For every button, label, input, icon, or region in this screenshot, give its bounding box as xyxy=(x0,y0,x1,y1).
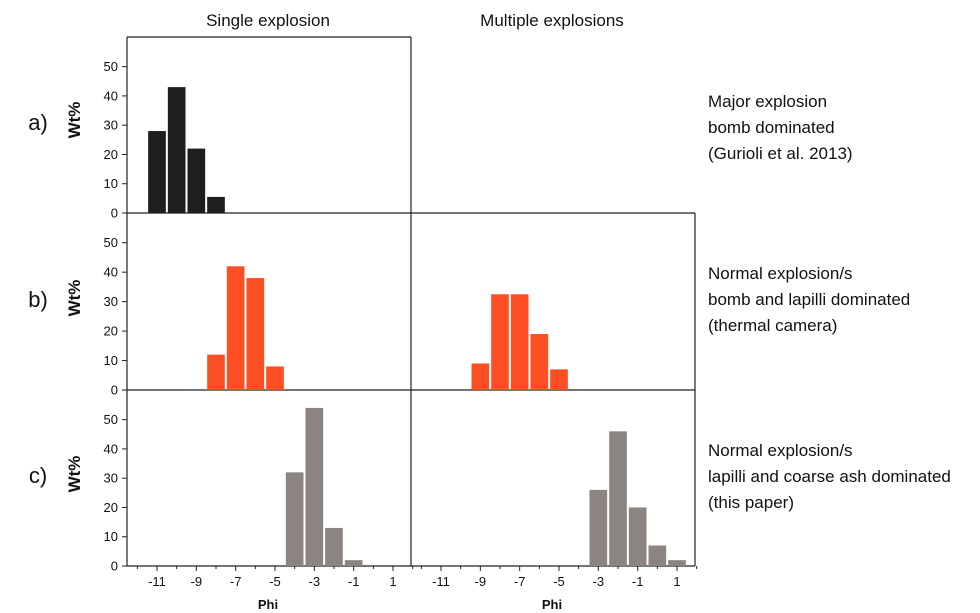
x-tick-label: -5 xyxy=(269,574,281,589)
y-tick-label: 20 xyxy=(104,147,118,162)
x-tick-label: -3 xyxy=(309,574,321,589)
panel-a-single: 0 10 20 30 40 50 xyxy=(104,59,225,221)
bar xyxy=(167,87,186,213)
y-tick-label: 50 xyxy=(104,235,118,250)
svg-text:bomb dominated: bomb dominated xyxy=(708,118,835,137)
x-tick-label: -11 xyxy=(432,574,450,589)
x-tick-label: -3 xyxy=(593,574,605,589)
y-tick-label: 0 xyxy=(111,383,118,398)
svg-text:Major explosion: Major explosion xyxy=(708,92,827,111)
y-tick-label: 40 xyxy=(104,265,118,280)
x-tick-label: 1 xyxy=(673,574,680,589)
panel-c-multiple: -11 -9 -7 -5 -3 -1 1 xyxy=(420,431,698,589)
y-tick-label: 0 xyxy=(111,206,118,221)
y-tick-label: 10 xyxy=(104,176,118,191)
svg-text:lapilli and coarse ash dominat: lapilli and coarse ash dominated xyxy=(708,467,951,486)
bar xyxy=(207,196,225,213)
bar xyxy=(530,334,549,390)
x-tick-label: -1 xyxy=(348,574,360,589)
y-tick-label: 30 xyxy=(104,118,118,133)
y-tick-label: 0 xyxy=(111,559,118,574)
bar xyxy=(589,489,608,566)
y-axis-label-a: Wt% xyxy=(65,102,84,139)
bar xyxy=(550,369,568,390)
y-tick-label: 20 xyxy=(104,500,118,515)
x-axis-label-single: Phi xyxy=(258,597,278,612)
x-tick-label: 1 xyxy=(389,574,396,589)
y-tick-label: 20 xyxy=(104,324,118,339)
bar xyxy=(491,294,509,390)
bar xyxy=(226,266,245,390)
bar xyxy=(648,545,667,566)
y-axis-label-b: Wt% xyxy=(65,280,84,317)
svg-text:bomb and lapilli dominated: bomb and lapilli dominated xyxy=(708,290,910,309)
bar xyxy=(285,472,304,566)
panel-b-single: 0 10 20 30 40 50 xyxy=(104,235,284,398)
bar xyxy=(510,294,529,390)
bar xyxy=(325,527,343,566)
bar xyxy=(609,431,627,566)
row-label-b: b) xyxy=(28,287,48,312)
x-axis-label-multiple: Phi xyxy=(542,597,562,612)
bar xyxy=(187,148,206,213)
x-tick-label: -5 xyxy=(553,574,565,589)
x-tick-label: -7 xyxy=(514,574,526,589)
y-tick-label: 50 xyxy=(104,59,118,74)
svg-text:Normal explosion/s: Normal explosion/s xyxy=(708,441,853,460)
svg-text:(this paper): (this paper) xyxy=(708,493,794,512)
bar xyxy=(471,363,490,390)
bar xyxy=(246,278,265,390)
y-tick-label: 10 xyxy=(104,529,118,544)
y-tick-label: 10 xyxy=(104,353,118,368)
x-tick-label: -9 xyxy=(191,574,203,589)
svg-text:(thermal camera): (thermal camera) xyxy=(708,316,837,335)
y-tick-label: 40 xyxy=(104,88,118,103)
bar xyxy=(344,560,363,566)
panel-b-multiple xyxy=(471,294,568,390)
bar xyxy=(668,560,686,566)
y-tick-label: 30 xyxy=(104,471,118,486)
column-title-multiple: Multiple explosions xyxy=(480,11,624,30)
description-a: Major explosion bomb dominated (Gurioli … xyxy=(708,92,853,163)
bar xyxy=(628,507,647,566)
description-c: Normal explosion/s lapilli and coarse as… xyxy=(708,441,951,512)
bar xyxy=(148,131,166,213)
column-title-single: Single explosion xyxy=(206,11,330,30)
y-axis-label-c: Wt% xyxy=(65,456,84,493)
x-tick-label: -7 xyxy=(230,574,242,589)
x-tick-label: -11 xyxy=(148,574,166,589)
y-tick-label: 50 xyxy=(104,412,118,427)
bar xyxy=(266,366,284,390)
bar xyxy=(207,354,225,390)
svg-text:Normal explosion/s: Normal explosion/s xyxy=(708,264,853,283)
row-label-a: a) xyxy=(28,110,48,135)
y-tick-label: 30 xyxy=(104,294,118,309)
y-tick-label: 40 xyxy=(104,441,118,456)
x-tick-label: -1 xyxy=(632,574,644,589)
bar xyxy=(305,407,324,566)
x-tick-label: -9 xyxy=(475,574,487,589)
description-b: Normal explosion/s bomb and lapilli domi… xyxy=(708,264,910,335)
row-label-c: c) xyxy=(29,463,47,488)
svg-text:(Gurioli et al. 2013): (Gurioli et al. 2013) xyxy=(708,144,853,163)
